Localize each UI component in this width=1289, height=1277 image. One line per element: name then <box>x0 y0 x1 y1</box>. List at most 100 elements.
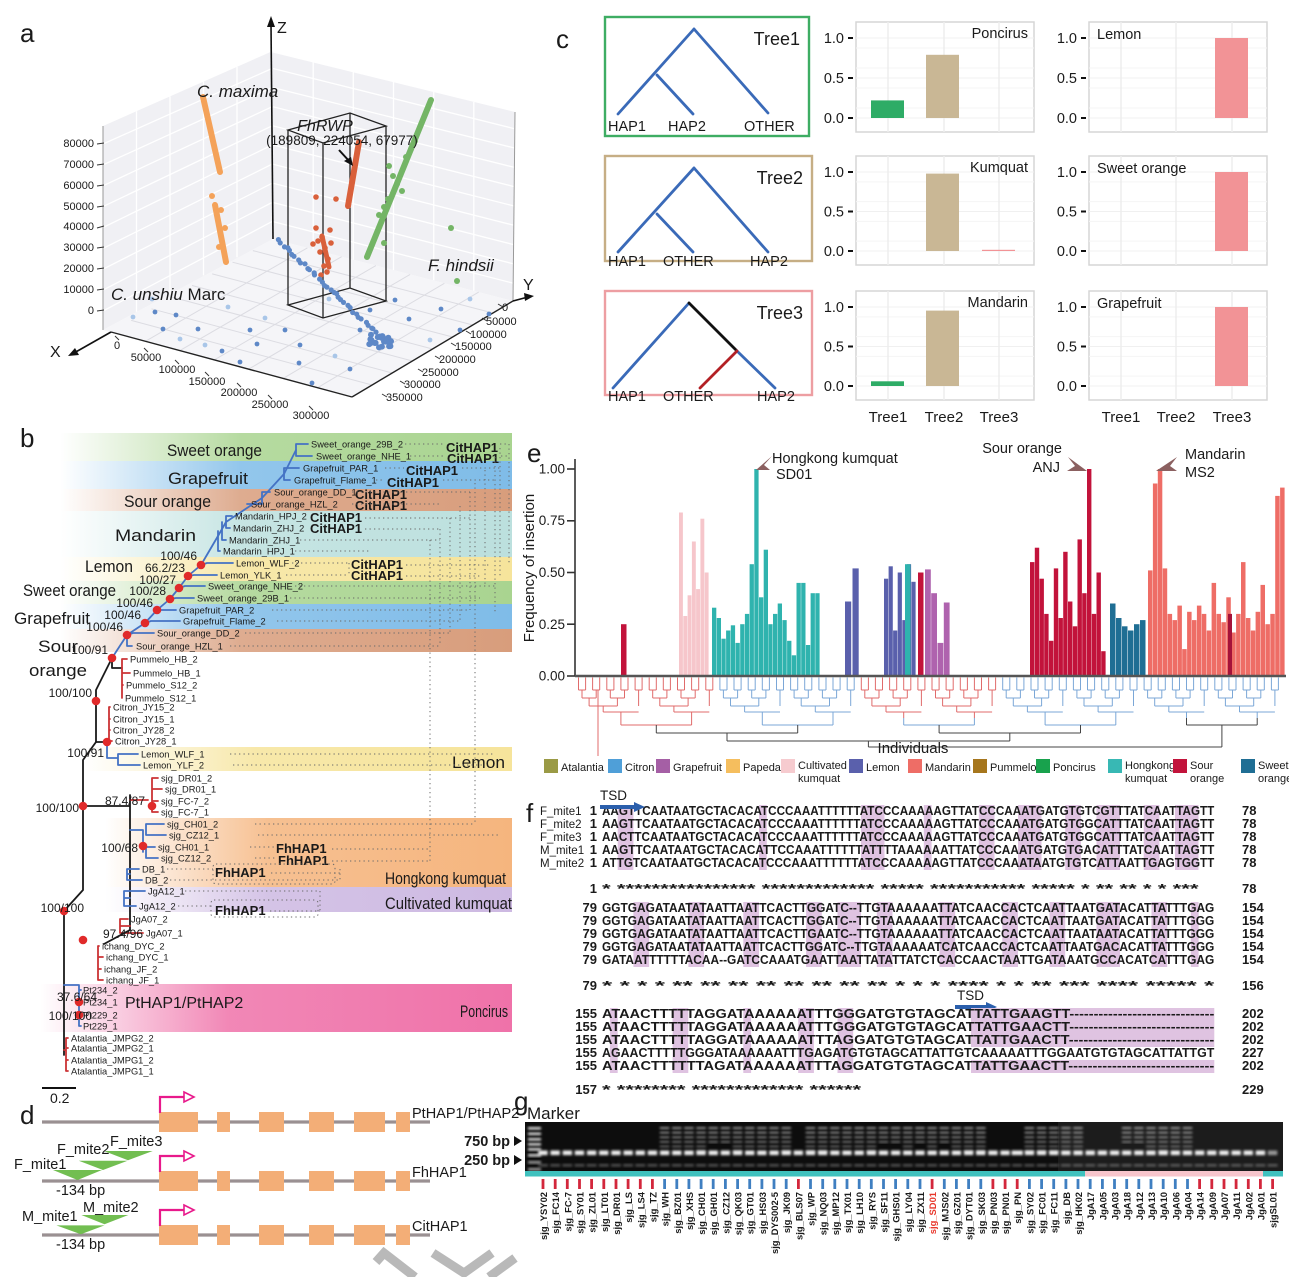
svg-text:CitHAP1: CitHAP1 <box>355 487 407 502</box>
svg-text:JgA17: JgA17 <box>1085 1192 1096 1220</box>
svg-text:250000: 250000 <box>422 367 459 379</box>
svg-text:100/46: 100/46 <box>86 620 123 634</box>
svg-text:MS2: MS2 <box>1185 465 1215 481</box>
svg-text:Mandarin_HPJ_2: Mandarin_HPJ_2 <box>235 512 307 522</box>
svg-text:HAP2: HAP2 <box>668 119 706 135</box>
svg-text:Frequency of insertion: Frequency of insertion <box>521 494 538 642</box>
svg-text:sjgSL01: sjgSL01 <box>1268 1192 1279 1228</box>
svg-text:Individuals: Individuals <box>878 740 949 757</box>
svg-text:0.0: 0.0 <box>824 244 844 260</box>
svg-text:sjg_TZ: sjg_TZ <box>647 1192 658 1222</box>
svg-text:sjg_HS03: sjg_HS03 <box>757 1192 768 1234</box>
svg-text:Pt234_1: Pt234_1 <box>83 998 118 1008</box>
svg-text:100/100: 100/100 <box>49 1009 93 1023</box>
svg-text:Tree2: Tree2 <box>757 168 803 188</box>
svg-text:1: 1 <box>590 855 597 870</box>
svg-text:Sour_orange_HZL_2: Sour_orange_HZL_2 <box>251 500 338 510</box>
svg-text:100000: 100000 <box>470 329 507 341</box>
svg-text:Sweet orange: Sweet orange <box>167 441 262 460</box>
svg-text:CitHAP1: CitHAP1 <box>412 1219 468 1235</box>
svg-text:-134 bp: -134 bp <box>56 1183 105 1199</box>
svg-text:sjg_FC-7_1: sjg_FC-7_1 <box>161 808 209 818</box>
svg-text:FhHAP1: FhHAP1 <box>412 1165 467 1181</box>
svg-text:sjg_LS: sjg_LS <box>623 1192 634 1223</box>
svg-text:Mandarin: Mandarin <box>115 526 196 545</box>
svg-text:227: 227 <box>1242 1045 1264 1060</box>
svg-text:100/91: 100/91 <box>71 643 108 657</box>
svg-text:Cultivated: Cultivated <box>798 760 847 772</box>
svg-text:154: 154 <box>1242 926 1264 941</box>
svg-text:155: 155 <box>575 1058 597 1073</box>
svg-text:orange: orange <box>1190 773 1224 785</box>
svg-text:ATAACTTTTTAGGATAAAAAATTTGGGATG: ATAACTTTTTAGGATAAAAAATTTGGGATGTGTAGCATTA… <box>602 1019 1214 1034</box>
svg-text:100/100: 100/100 <box>49 686 93 700</box>
svg-text:202: 202 <box>1242 1058 1264 1073</box>
svg-text:Citron_JY15_2: Citron_JY15_2 <box>113 703 175 713</box>
svg-text:79: 79 <box>583 978 597 993</box>
svg-text:Poncirus: Poncirus <box>460 1002 508 1021</box>
svg-text:GGTGAGATAATATAATTAATTCACTTGAAT: GGTGAGATAATATAATTAATTCACTTGAATC--TTGTAAA… <box>602 926 1214 941</box>
svg-text:FhHAP1: FhHAP1 <box>276 841 327 856</box>
svg-text:C. unshiu Marc: C. unshiu Marc <box>111 285 226 304</box>
svg-text:Grapefruit: Grapefruit <box>673 762 722 774</box>
svg-text:Pummelo_HB_2: Pummelo_HB_2 <box>130 655 198 665</box>
svg-text:Sour: Sour <box>38 637 78 656</box>
svg-text:JgA04: JgA04 <box>1183 1191 1194 1220</box>
svg-text:Lemon: Lemon <box>452 753 505 772</box>
svg-text:kumquat: kumquat <box>1125 773 1167 785</box>
svg-text:Mandarin_HPJ_1: Mandarin_HPJ_1 <box>223 547 295 557</box>
svg-text:154: 154 <box>1242 952 1264 967</box>
svg-text:0.5: 0.5 <box>824 340 844 356</box>
svg-text:87.4/87: 87.4/87 <box>105 794 145 808</box>
svg-text:78: 78 <box>1242 855 1256 870</box>
svg-text:Tree2: Tree2 <box>925 409 964 426</box>
svg-text:HAP1: HAP1 <box>608 389 646 405</box>
svg-text:Marker: Marker <box>527 1104 580 1123</box>
svg-text:Mandarin: Mandarin <box>925 762 971 774</box>
svg-text:0.5: 0.5 <box>824 205 844 221</box>
svg-text:66.2/23: 66.2/23 <box>145 561 185 575</box>
svg-text:FhHAP1: FhHAP1 <box>215 903 266 918</box>
svg-text:Tree3: Tree3 <box>980 409 1019 426</box>
svg-text:Mandarin: Mandarin <box>1185 447 1245 463</box>
svg-text:50000: 50000 <box>131 352 162 364</box>
svg-text:sjg_FC11: sjg_FC11 <box>1049 1192 1060 1233</box>
svg-text:sjg_WP: sjg_WP <box>806 1192 817 1226</box>
svg-text:AAGTTCAATAATGCTACACATTCCAAATTT: AAGTTCAATAATGCTACACATTCCAAATTTTTTATTTTAA… <box>602 842 1214 857</box>
svg-text:154: 154 <box>1242 900 1264 915</box>
svg-text:100/68: 100/68 <box>101 841 138 855</box>
svg-text:F_mite3: F_mite3 <box>540 832 582 844</box>
svg-text:CitHAP1: CitHAP1 <box>387 475 439 490</box>
svg-text:C. maxima: C. maxima <box>197 82 278 101</box>
svg-text:Pummelo_S12_1: Pummelo_S12_1 <box>125 694 196 704</box>
svg-text:sjg_DB: sjg_DB <box>1061 1192 1072 1225</box>
svg-text:0.5: 0.5 <box>824 71 844 87</box>
svg-text:37.6/64: 37.6/64 <box>57 990 97 1004</box>
svg-text:154: 154 <box>1242 913 1264 928</box>
svg-text:Poncirus: Poncirus <box>972 26 1028 42</box>
svg-text:Lemon: Lemon <box>1097 27 1141 43</box>
svg-text:Atalantia_JMPG1_1: Atalantia_JMPG1_1 <box>71 1067 154 1077</box>
svg-text:AACTTCAATAATGCTACACATCCCAAATTT: AACTTCAATAATGCTACACATCCCAAATTTTTTATCCCAA… <box>602 829 1214 844</box>
svg-text:Citron: Citron <box>625 762 654 774</box>
svg-text:Tree3: Tree3 <box>757 303 803 323</box>
svg-text:sjg_MP12: sjg_MP12 <box>830 1192 841 1235</box>
svg-text:1: 1 <box>590 803 597 818</box>
svg-text:97.4/96: 97.4/96 <box>103 927 143 941</box>
svg-text:ATAACTTTTTTAGATAAAAAATTTAGGATG: ATAACTTTTTTAGATAAAAAATTTAGGATGTGTAGCATTA… <box>602 1058 1214 1073</box>
svg-text:sjg_SY01: sjg_SY01 <box>575 1192 586 1234</box>
svg-text:Citron_JY28_1: Citron_JY28_1 <box>115 737 177 747</box>
svg-text:sjg_SD01: sjg_SD01 <box>927 1192 938 1234</box>
svg-text:Citron_JY15_1: Citron_JY15_1 <box>113 715 175 725</box>
svg-text:Citron_JY28_2: Citron_JY28_2 <box>113 726 175 736</box>
svg-text:c: c <box>556 24 569 54</box>
svg-text:0.50: 0.50 <box>539 565 565 580</box>
svg-text:Poncirus: Poncirus <box>1053 762 1096 774</box>
svg-text:Sour orange: Sour orange <box>982 441 1062 457</box>
svg-text:155: 155 <box>575 1019 597 1034</box>
svg-text:Sweet_orange_29B_2: Sweet_orange_29B_2 <box>311 440 403 450</box>
svg-text:80000: 80000 <box>63 138 94 150</box>
svg-text:orange: orange <box>1258 773 1289 785</box>
svg-text:50000: 50000 <box>486 316 517 328</box>
svg-text:202: 202 <box>1242 1032 1264 1047</box>
